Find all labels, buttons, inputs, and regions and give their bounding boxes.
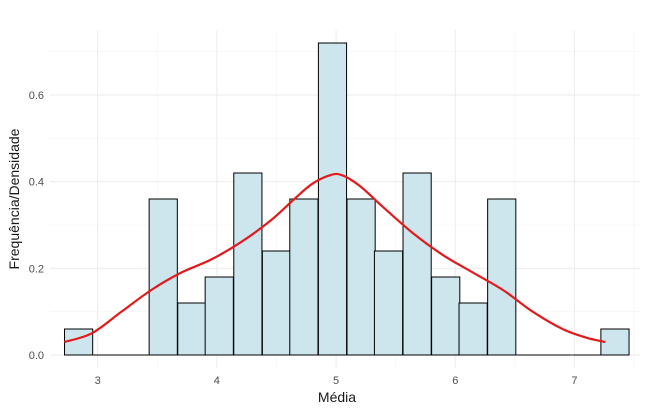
histogram-bar (487, 198, 517, 356)
histogram-bar (458, 302, 488, 356)
histogram-bar (64, 328, 94, 356)
x-tick-label: 7 (571, 375, 577, 387)
histogram-bar (204, 276, 234, 356)
y-tick-label: 0.4 (29, 177, 44, 189)
x-tick-label: 5 (333, 375, 339, 387)
x-tick-label: 4 (214, 375, 220, 387)
histogram-bar (177, 302, 207, 356)
y-tick-label: 0.0 (29, 350, 44, 362)
histogram-bars (64, 42, 630, 356)
density-curve (63, 172, 606, 344)
y-tick-label: 0.6 (29, 90, 44, 102)
density-curve-layer (63, 172, 606, 344)
histogram-bar (402, 172, 432, 356)
x-axis-title: Média (318, 389, 356, 405)
histogram-bar (289, 198, 319, 356)
histogram-bar (346, 198, 376, 356)
histogram-bar (317, 42, 348, 356)
y-tick-label: 0.2 (29, 263, 44, 275)
histogram-bar (373, 250, 404, 356)
histogram-bar (261, 250, 292, 356)
x-tick-label: 6 (452, 375, 458, 387)
histogram-bar (233, 172, 263, 356)
x-axis-ticks: 3 4 5 6 7 (95, 375, 578, 387)
y-axis-ticks: 0.0 0.2 0.4 0.6 (29, 90, 44, 362)
x-tick-label: 3 (95, 375, 101, 387)
y-axis-title: Frequência/Densidade (6, 128, 22, 269)
histogram-bar (431, 276, 461, 356)
